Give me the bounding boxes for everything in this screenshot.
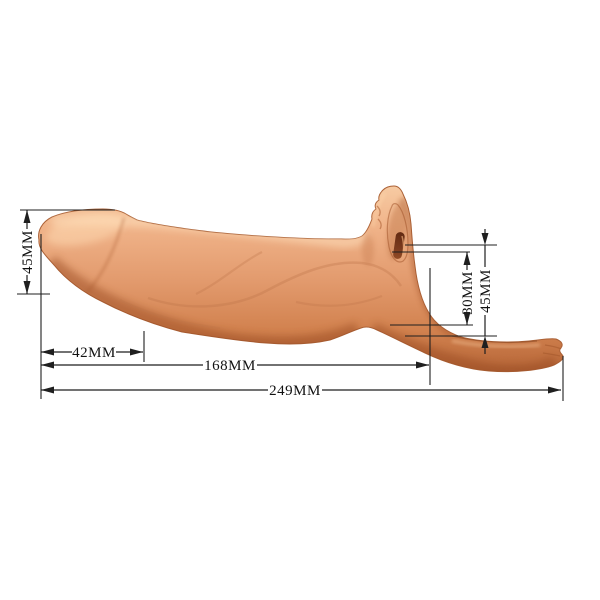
arrow-down: [23, 281, 31, 294]
dim-label-left-height: 45MM: [20, 230, 36, 274]
arrow-right: [548, 386, 561, 394]
tab-tip-streaks: [542, 344, 562, 357]
backplate-left-highlight: [371, 192, 387, 228]
tab-top-crease: [451, 335, 538, 344]
arrow-left: [41, 386, 54, 394]
vein-line: [147, 261, 403, 308]
arrow-left: [41, 361, 54, 369]
slot-groove-outline: [386, 203, 409, 263]
arrow-up: [23, 210, 31, 223]
dim-slot-height: 30MM: [390, 251, 476, 326]
arrow-down: [481, 233, 489, 245]
arrow-up: [481, 336, 489, 348]
vein-line: [295, 294, 383, 307]
dim-back-height: 45MM: [405, 229, 497, 354]
vein-line: [195, 251, 263, 295]
arrow-right: [416, 361, 429, 369]
ridge-creases: [376, 205, 382, 230]
dim-inner-length: 168MM: [41, 268, 431, 385]
slot-inner-highlight: [401, 235, 405, 258]
dim-total-length: 249MM: [41, 356, 564, 401]
dim-label-inner-length: 168MM: [204, 358, 256, 374]
dim-label-back-height: 45MM: [478, 269, 494, 313]
dim-label-slot-height: 30MM: [460, 271, 476, 315]
arrow-right: [130, 348, 143, 356]
arrow-down: [463, 312, 471, 325]
tab-top-highlight: [451, 339, 541, 348]
arrow-up: [463, 252, 471, 265]
arrow-left: [41, 348, 54, 356]
junction-shadow: [362, 234, 374, 266]
vein-line: [119, 299, 221, 329]
dim-label-total-length: 249MM: [269, 383, 321, 399]
dim-left-height: 45MM: [17, 209, 115, 295]
dim-label-tip-length: 42MM: [72, 345, 116, 361]
glans-highlight: [45, 213, 125, 247]
dim-tip-length: 42MM: [41, 331, 145, 362]
